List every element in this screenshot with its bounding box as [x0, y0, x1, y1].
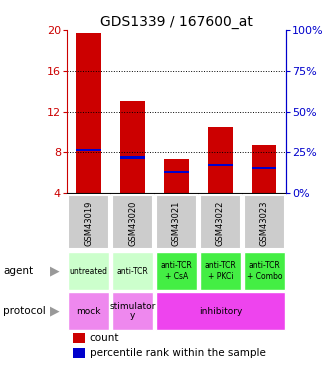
- Bar: [73, 348, 85, 358]
- FancyBboxPatch shape: [68, 252, 109, 290]
- Text: anti-TCR
+ Combo: anti-TCR + Combo: [247, 261, 282, 281]
- Bar: [73, 333, 85, 343]
- Text: anti-TCR: anti-TCR: [117, 267, 149, 276]
- Text: anti-TCR
+ CsA: anti-TCR + CsA: [161, 261, 192, 281]
- FancyBboxPatch shape: [200, 195, 241, 249]
- FancyBboxPatch shape: [68, 292, 109, 330]
- FancyBboxPatch shape: [112, 252, 153, 290]
- Bar: [165, 171, 188, 173]
- Text: agent: agent: [3, 266, 33, 276]
- Bar: [252, 145, 276, 193]
- Text: GSM43022: GSM43022: [216, 200, 225, 246]
- FancyBboxPatch shape: [156, 252, 197, 290]
- Text: GSM43021: GSM43021: [172, 200, 181, 246]
- Text: percentile rank within the sample: percentile rank within the sample: [90, 348, 265, 358]
- Bar: [77, 33, 101, 193]
- Title: GDS1339 / 167600_at: GDS1339 / 167600_at: [100, 15, 253, 29]
- Bar: [208, 127, 232, 193]
- FancyBboxPatch shape: [156, 292, 285, 330]
- Bar: [121, 101, 145, 193]
- Text: inhibitory: inhibitory: [199, 306, 242, 315]
- Text: protocol: protocol: [3, 306, 46, 316]
- FancyBboxPatch shape: [200, 252, 241, 290]
- FancyBboxPatch shape: [112, 195, 153, 249]
- Text: ▶: ▶: [50, 265, 60, 278]
- Text: ▶: ▶: [50, 304, 60, 318]
- Bar: [208, 164, 232, 166]
- FancyBboxPatch shape: [112, 292, 153, 330]
- Bar: [165, 159, 188, 193]
- Text: anti-TCR
+ PKCi: anti-TCR + PKCi: [204, 261, 236, 281]
- FancyBboxPatch shape: [156, 195, 197, 249]
- Bar: [121, 156, 145, 159]
- Text: stimulator
y: stimulator y: [109, 302, 156, 320]
- Text: GSM43023: GSM43023: [260, 200, 269, 246]
- Text: GSM43019: GSM43019: [84, 200, 93, 246]
- FancyBboxPatch shape: [244, 252, 285, 290]
- Text: count: count: [90, 333, 119, 343]
- Bar: [77, 149, 101, 152]
- FancyBboxPatch shape: [244, 195, 285, 249]
- FancyBboxPatch shape: [68, 195, 109, 249]
- Bar: [252, 166, 276, 169]
- Text: mock: mock: [76, 306, 101, 315]
- Text: untreated: untreated: [70, 267, 108, 276]
- Text: GSM43020: GSM43020: [128, 200, 137, 246]
